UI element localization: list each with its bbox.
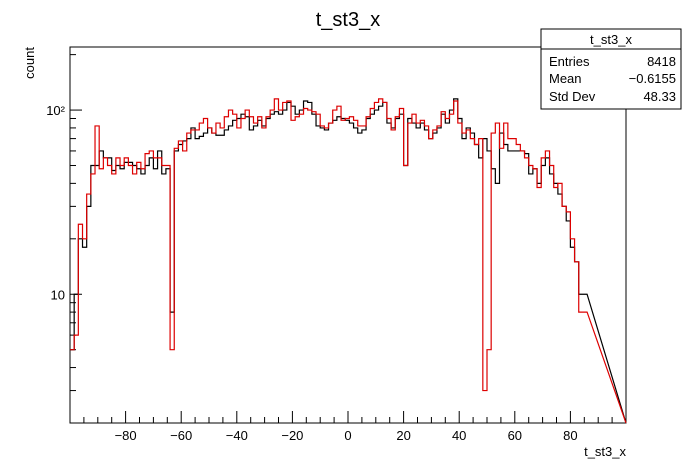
- stats-box-frame: [540, 28, 682, 110]
- histogram-red-series: [70, 98, 627, 424]
- y-tick-label: 10²: [46, 103, 65, 118]
- x-tick-label: −80: [115, 428, 137, 443]
- stats-label-mean: Mean: [549, 71, 582, 86]
- x-axis-label: t_st3_x: [584, 444, 626, 459]
- y-tick-label: 10: [51, 287, 65, 302]
- x-tick-label: 40: [452, 428, 466, 443]
- histogram-series: [70, 98, 627, 424]
- x-tick-label: −60: [170, 428, 192, 443]
- stats-title: t_st3_x: [590, 32, 632, 47]
- x-tick-label: 60: [508, 428, 522, 443]
- histogram-black-series: [70, 98, 627, 424]
- y-axis-label: count: [22, 47, 37, 79]
- stats-value-entries: 8418: [647, 54, 676, 69]
- x-tick-label: 20: [396, 428, 410, 443]
- stats-box: t_st3_x Entries 8418 Mean −0.6155 Std De…: [540, 28, 682, 110]
- x-tick-label: −40: [226, 428, 248, 443]
- stats-label-stddev: Std Dev: [549, 89, 596, 104]
- stats-value-stddev: 48.33: [643, 89, 676, 104]
- x-tick-label: 80: [563, 428, 577, 443]
- y-axis: 10 10²: [46, 54, 82, 424]
- x-tick-label: 0: [344, 428, 351, 443]
- stats-label-entries: Entries: [549, 54, 590, 69]
- chart-title: t_st3_x: [316, 9, 380, 31]
- x-axis: −80 −60 −40 −20 0 20 40 60 80: [83, 411, 613, 443]
- x-tick-label: −20: [281, 428, 303, 443]
- stats-value-mean: −0.6155: [629, 71, 676, 86]
